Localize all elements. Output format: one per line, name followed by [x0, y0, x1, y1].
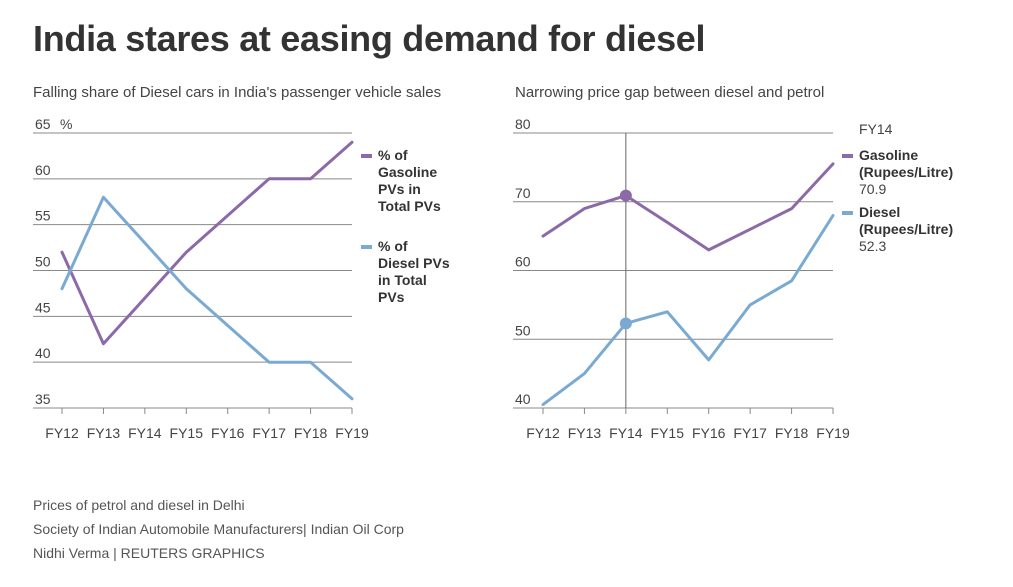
right-series-line-1 — [541, 214, 835, 407]
left-chart-subtitle: Falling share of Diesel cars in India's … — [33, 84, 442, 101]
right-chart-subtitle: Narrowing price gap between diesel and p… — [515, 84, 825, 101]
left-y-tick-label: 60 — [35, 162, 51, 178]
right-x-tick-label: FY19 — [816, 425, 850, 441]
left-x-tick-label: FY15 — [170, 425, 204, 441]
left-legend-label: Total PVs — [378, 198, 441, 214]
left-x-tick-label: FY14 — [128, 425, 162, 441]
right-y-tick-label: 60 — [515, 254, 531, 270]
right-x-tick-label: FY15 — [651, 425, 685, 441]
right-y-tick-label: 40 — [515, 391, 531, 407]
right-y-tick-label: 50 — [515, 322, 531, 338]
left-y-tick-label: 45 — [35, 299, 51, 315]
right-series-line-0 — [541, 162, 835, 252]
right-x-tick-label: FY16 — [692, 425, 726, 441]
right-legend-value: 52.3 — [859, 238, 886, 254]
right-legend-label: (Rupees/Litre) — [859, 221, 953, 237]
left-x-tick-label: FY12 — [45, 425, 79, 441]
right-x-tick-label: FY12 — [526, 425, 560, 441]
right-legend-label: Diesel — [859, 204, 900, 220]
left-legend-label: Diesel PVs — [378, 255, 450, 271]
left-legend-label: % of — [378, 238, 408, 254]
left-y-tick-label: 65 — [35, 116, 51, 132]
right-highlight-point-0 — [619, 189, 632, 202]
footer-source: Society of Indian Automobile Manufacture… — [33, 521, 404, 537]
left-legend-label: PVs in — [378, 181, 421, 197]
left-legend-label: % of — [378, 147, 408, 163]
left-legend-label: in Total — [378, 272, 427, 288]
left-series-line-0 — [60, 140, 354, 346]
right-x-tick-label: FY13 — [568, 425, 602, 441]
left-x-tick-label: FY13 — [87, 425, 121, 441]
left-y-tick-label: 50 — [35, 254, 51, 270]
right-highlight-point-1 — [619, 317, 632, 330]
left-x-tick-label: FY17 — [252, 425, 286, 441]
right-legend-value: 70.9 — [859, 181, 886, 197]
right-y-tick-label: 70 — [515, 185, 531, 201]
left-x-tick-label: FY19 — [335, 425, 369, 441]
left-x-tick-label: FY18 — [294, 425, 328, 441]
left-x-tick-label: FY16 — [211, 425, 245, 441]
footer-credit: Nidhi Verma | REUTERS GRAPHICS — [33, 545, 265, 561]
left-y-tick-label: 35 — [35, 391, 51, 407]
right-x-tick-label: FY17 — [733, 425, 767, 441]
footer-note: Prices of petrol and diesel in Delhi — [33, 497, 245, 513]
right-y-tick-label: 80 — [515, 116, 531, 132]
left-y-tick-label: 55 — [35, 208, 51, 224]
right-legend-label: (Rupees/Litre) — [859, 164, 953, 180]
right-x-tick-label: FY18 — [775, 425, 809, 441]
chart-title: India stares at easing demand for diesel — [33, 18, 706, 59]
left-legend-label: Gasoline — [378, 164, 437, 180]
right-x-tick-label: FY14 — [609, 425, 643, 441]
left-legend-label: PVs — [378, 289, 405, 305]
right-legend-label: Gasoline — [859, 147, 918, 163]
left-y-tick-label: 40 — [35, 345, 51, 361]
left-y-unit-label: % — [60, 116, 72, 132]
left-series-line-1 — [60, 195, 354, 401]
right-legend-title: FY14 — [859, 121, 893, 137]
